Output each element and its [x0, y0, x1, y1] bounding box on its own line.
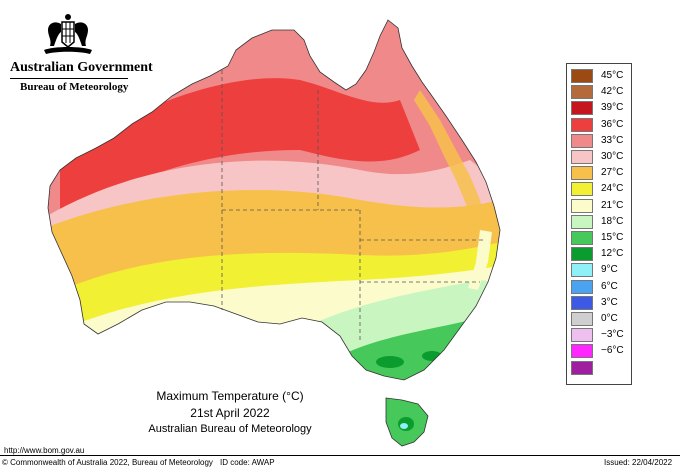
- legend-item: 3°C: [571, 295, 627, 310]
- legend-item: −3°C: [571, 328, 627, 343]
- legend-label: 42°C: [601, 86, 624, 98]
- legend-label: 45°C: [601, 70, 624, 81]
- legend-label: 33°C: [601, 134, 624, 146]
- legend-swatch: [571, 69, 593, 83]
- legend-label: 0°C: [601, 313, 618, 324]
- header-divider: [10, 78, 128, 79]
- legend-swatch: [571, 295, 593, 310]
- legend-label: 36°C: [601, 118, 624, 130]
- legend-label: 30°C: [601, 151, 624, 162]
- legend-swatch: [571, 101, 593, 116]
- legend-item: 21°C: [571, 198, 627, 213]
- legend-swatch: [571, 166, 593, 181]
- legend-swatch: [571, 133, 593, 148]
- legend-item: 12°C: [571, 247, 627, 262]
- bureau-title: Bureau of Meteorology: [20, 81, 129, 93]
- legend-item: −6°C: [571, 344, 627, 359]
- copyright-text: © Commonwealth of Australia 2022, Bureau…: [2, 458, 213, 467]
- legend-swatch: [571, 360, 593, 375]
- legend-item: 27°C: [571, 166, 627, 181]
- legend-item: 6°C: [571, 279, 627, 294]
- legend-item: 18°C: [571, 214, 627, 229]
- legend-item: 36°C: [571, 117, 627, 132]
- legend-label: 3°C: [601, 296, 618, 308]
- legend-item: 0°C: [571, 312, 627, 326]
- coat-of-arms-icon: [44, 14, 92, 54]
- legend-label: 9°C: [601, 264, 618, 276]
- government-title: Australian Government: [10, 60, 153, 75]
- legend-item: 9°C: [571, 263, 627, 278]
- legend-label: −3°C: [601, 329, 624, 341]
- legend-item: [571, 360, 627, 375]
- legend-swatch: [571, 198, 593, 213]
- temperature-legend: 45°C 42°C 39°C 36°C 33°C 30°C 27°C 24°C 21°C 18°C…: [566, 63, 632, 385]
- legend-item: 24°C: [571, 182, 627, 197]
- legend-swatch: [571, 150, 593, 164]
- legend-swatch: [571, 263, 593, 278]
- legend-item: 42°C: [571, 85, 627, 100]
- legend-swatch: [571, 247, 593, 262]
- temperature-map: [47, 19, 501, 447]
- legend-swatch: [571, 231, 593, 245]
- legend-swatch: [571, 182, 593, 197]
- legend-swatch: [571, 328, 593, 343]
- legend-label: 12°C: [601, 248, 624, 260]
- legend-item: 15°C: [571, 231, 627, 245]
- legend-swatch: [571, 344, 593, 359]
- legend-swatch: [571, 117, 593, 132]
- legend-label: 15°C: [601, 232, 624, 243]
- legend-item: 33°C: [571, 133, 627, 148]
- issued-date: Issued: 22/04/2022: [604, 458, 673, 467]
- map-date: 21st April 2022: [190, 406, 270, 420]
- legend-item: 45°C: [571, 69, 627, 83]
- legend-label: 6°C: [601, 280, 618, 292]
- id-code: ID code: AWAP: [220, 458, 275, 467]
- bom-url: http://www.bom.gov.au: [4, 446, 85, 455]
- legend-swatch: [571, 85, 593, 100]
- legend-item: 39°C: [571, 101, 627, 116]
- legend-swatch: [571, 312, 593, 326]
- legend-label: 18°C: [601, 215, 624, 227]
- legend-label: 39°C: [601, 102, 624, 114]
- legend-label: 27°C: [601, 167, 624, 179]
- footer-divider: [0, 455, 680, 456]
- map-title: Maximum Temperature (°C): [156, 389, 304, 403]
- legend-item: 30°C: [571, 150, 627, 164]
- legend-label: 21°C: [601, 199, 624, 211]
- legend-swatch: [571, 279, 593, 294]
- map-source: Australian Bureau of Meteorology: [148, 423, 312, 435]
- legend-label: −6°C: [601, 345, 624, 357]
- legend-label: 24°C: [601, 183, 624, 195]
- legend-swatch: [571, 214, 593, 229]
